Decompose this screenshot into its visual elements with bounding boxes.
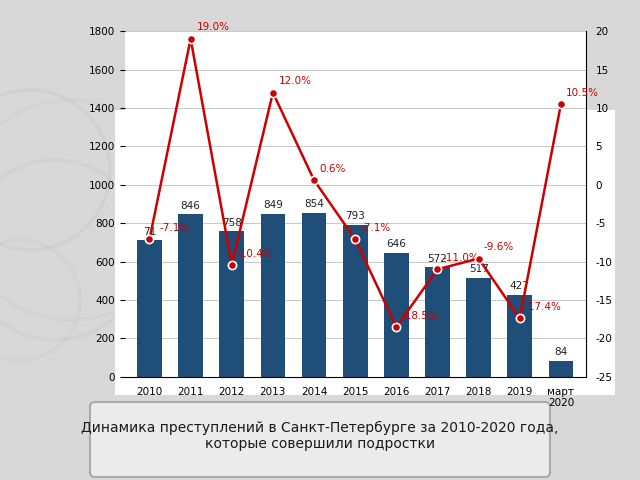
Text: 572: 572: [428, 253, 447, 264]
Bar: [508, 295, 532, 377]
Text: -9.6%: -9.6%: [484, 242, 514, 252]
Text: -11.0%: -11.0%: [442, 253, 479, 263]
Point: [515, 314, 525, 322]
Text: 12.0%: 12.0%: [279, 76, 312, 86]
Bar: [301, 213, 326, 377]
Bar: [467, 277, 491, 377]
Bar: [548, 360, 573, 377]
Point: [474, 255, 484, 263]
Text: -18.5%: -18.5%: [401, 311, 438, 321]
Text: 10.5%: 10.5%: [566, 88, 599, 98]
Text: 793: 793: [345, 211, 365, 221]
Point: [268, 89, 278, 96]
Text: 517: 517: [468, 264, 488, 274]
Point: [350, 236, 360, 243]
Text: 427: 427: [510, 281, 530, 291]
Bar: [425, 267, 450, 377]
Point: [391, 323, 401, 331]
Point: [556, 100, 566, 108]
Bar: [343, 225, 367, 377]
Text: Динамика преступлений в Санкт-Петербурге за 2010-2020 года,
которые совершили по: Динамика преступлений в Санкт-Петербурге…: [81, 421, 559, 451]
Text: 646: 646: [387, 240, 406, 249]
Point: [186, 35, 196, 43]
Text: -7.1%: -7.1%: [360, 223, 390, 233]
FancyBboxPatch shape: [115, 110, 615, 395]
Text: -17.4%: -17.4%: [525, 302, 561, 312]
Bar: [260, 214, 285, 377]
Bar: [384, 253, 409, 377]
Point: [227, 261, 237, 268]
Text: -7.1%: -7.1%: [160, 223, 190, 233]
Text: 758: 758: [222, 218, 242, 228]
Text: 84: 84: [554, 347, 568, 357]
Text: 849: 849: [263, 200, 283, 210]
Point: [433, 265, 443, 273]
Text: 19.0%: 19.0%: [197, 22, 230, 32]
FancyBboxPatch shape: [90, 402, 550, 477]
Text: 846: 846: [180, 201, 200, 211]
Bar: [137, 240, 162, 377]
Text: 71: 71: [143, 227, 156, 237]
Text: -10.4%: -10.4%: [237, 249, 273, 259]
Point: [309, 176, 319, 184]
Text: 854: 854: [304, 199, 324, 209]
Text: 0.6%: 0.6%: [319, 164, 346, 174]
Bar: [179, 215, 203, 377]
Bar: [220, 231, 244, 377]
Point: [145, 236, 155, 243]
